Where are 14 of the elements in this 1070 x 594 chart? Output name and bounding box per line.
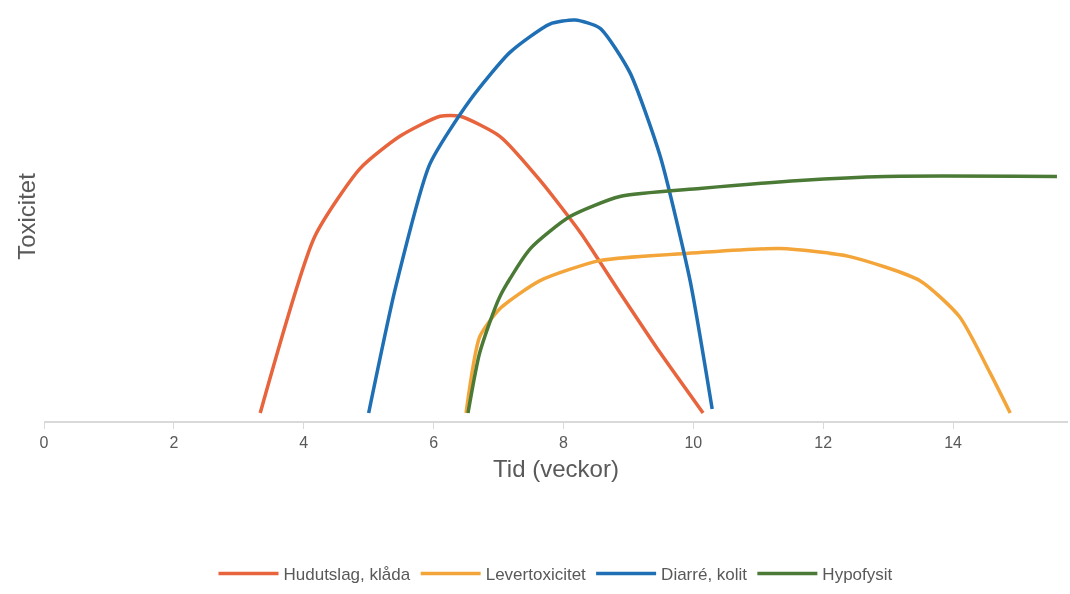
x-tick-label: 8 (559, 433, 569, 451)
x-tick-label: 12 (814, 433, 833, 451)
y-axis-title: Toxicitet (13, 172, 41, 260)
x-tick-label: 14 (944, 433, 963, 451)
legend-label: Hypofysit (822, 565, 893, 585)
x-axis-title: Tid (veckor) (493, 454, 619, 482)
x-tick-label: 6 (429, 433, 439, 451)
x-tick-label: 0 (39, 433, 49, 451)
x-tick-label: 4 (299, 433, 309, 451)
x-tick-label: 10 (684, 433, 703, 451)
legend-label: Diarré, kolit (661, 565, 748, 585)
x-tick-label: 2 (169, 433, 179, 451)
legend-label: Hudutslag, klåda (283, 565, 411, 585)
legend-label: Levertoxicitet (485, 565, 587, 585)
